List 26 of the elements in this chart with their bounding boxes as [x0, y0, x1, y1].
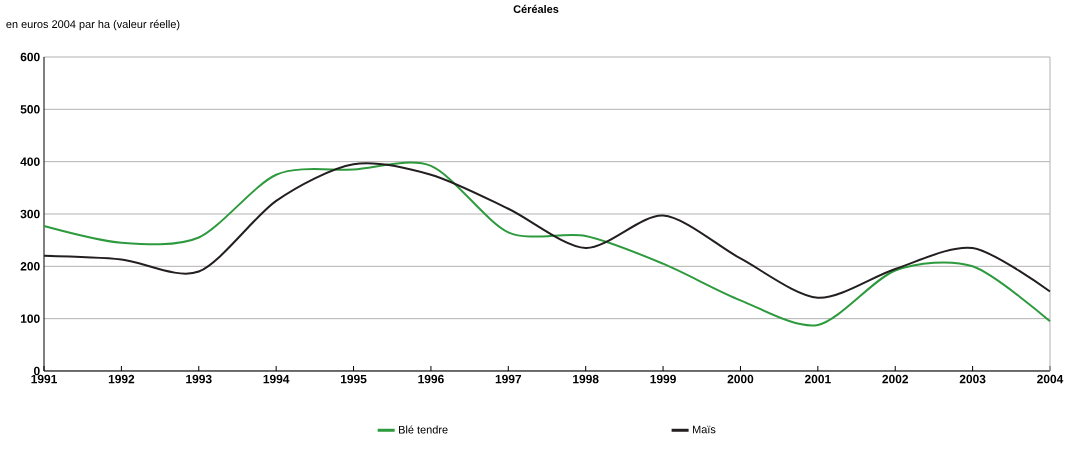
y-tick-label: 100 — [20, 314, 40, 323]
x-tick-label: 2002 — [882, 374, 909, 384]
x-tick-label: 1995 — [340, 374, 367, 384]
y-tick-label: 300 — [20, 209, 40, 219]
y-tick-label: 400 — [20, 157, 40, 166]
y-tick-label: 500 — [20, 105, 40, 114]
y-tick-label: 600 — [20, 52, 40, 62]
x-tick-label: 1994 — [263, 374, 290, 384]
chart-title: Céréales — [513, 4, 559, 13]
y-tick-label: 0 — [33, 366, 40, 376]
x-tick-label: 1992 — [108, 374, 135, 384]
x-tick-label: 2000 — [727, 374, 754, 384]
x-tick-label: 1998 — [573, 374, 599, 384]
chart-subtitle: en euros 2004 par ha (valeur réelle) — [6, 19, 180, 31]
x-tick-label: 1999 — [650, 374, 676, 384]
x-tick-label: 1997 — [495, 374, 522, 384]
y-tick-label: 200 — [20, 262, 40, 271]
x-tick-label: 1996 — [418, 374, 444, 384]
x-tick-label: 2001 — [804, 374, 831, 384]
legend-label: Maïs — [693, 425, 716, 434]
x-tick-label: 2003 — [959, 374, 986, 384]
x-tick-label: 1993 — [186, 374, 212, 384]
legend-label: Blé tendre — [399, 425, 448, 434]
x-tick-label: 1991 — [31, 374, 57, 384]
x-tick-label: 2004 — [1037, 374, 1064, 384]
line-series — [43, 162, 1051, 299]
